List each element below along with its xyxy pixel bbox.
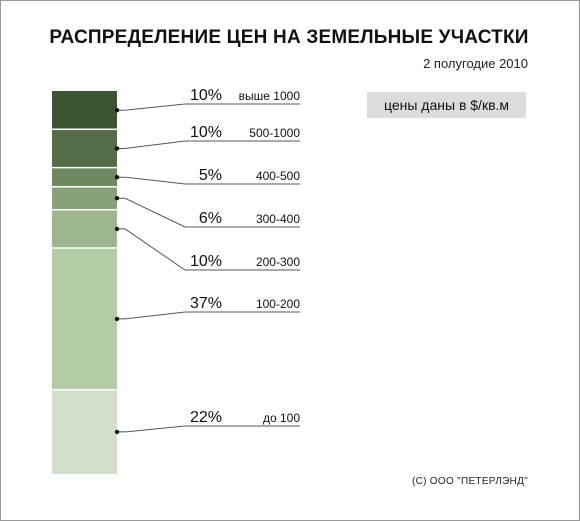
percent-label: 10% — [190, 253, 222, 270]
leader-line — [117, 228, 300, 271]
leader-dot — [114, 146, 120, 151]
leader-line — [117, 311, 300, 320]
leader-line — [117, 176, 300, 185]
bar-segment-1 — [52, 129, 117, 168]
price-range-label: 200-300 — [256, 255, 300, 269]
percent-label: 5% — [199, 167, 222, 184]
leader-dot — [114, 429, 120, 435]
percent-label: 6% — [199, 210, 222, 227]
price-unit-note: цены даны в $/кв.м — [367, 92, 526, 118]
chart-title: РАСПРЕДЕЛЕНИЕ ЦЕН НА ЗЕМЕЛЬНЫЕ УЧАСТКИ — [49, 27, 529, 48]
price-range-label: 100-200 — [256, 297, 300, 311]
leader-dot — [114, 175, 120, 180]
bar-segment-5 — [52, 248, 117, 390]
price-range-label: 300-400 — [256, 212, 300, 226]
bar-segment-6 — [52, 389, 117, 474]
bar-segment-4 — [52, 209, 117, 249]
leader-dot — [114, 226, 120, 232]
leader-line — [117, 140, 300, 149]
price-range-label: 400-500 — [256, 169, 300, 183]
leader-line — [117, 425, 300, 433]
percent-label: 10% — [190, 124, 222, 141]
leader-line — [117, 197, 300, 228]
bar-segment-2 — [52, 167, 117, 187]
leader-line — [117, 103, 300, 111]
leader-dot — [114, 196, 120, 201]
price-range-label: выше 1000 — [239, 89, 301, 103]
leader-dot — [114, 316, 120, 322]
bar-segment-0 — [52, 91, 117, 130]
percent-label: 22% — [190, 409, 222, 426]
bar-segment-3 — [52, 186, 117, 210]
copyright-text: (С) ООО "ПЕТЕРЛЭНД" — [411, 476, 528, 487]
chart-subtitle: 2 полугодие 2010 — [423, 56, 528, 71]
percent-label: 10% — [190, 87, 222, 104]
percent-label: 37% — [190, 295, 222, 312]
price-range-label: 500-1000 — [249, 126, 300, 140]
leader-dot — [114, 108, 120, 113]
price-range-label: до 100 — [263, 411, 300, 425]
